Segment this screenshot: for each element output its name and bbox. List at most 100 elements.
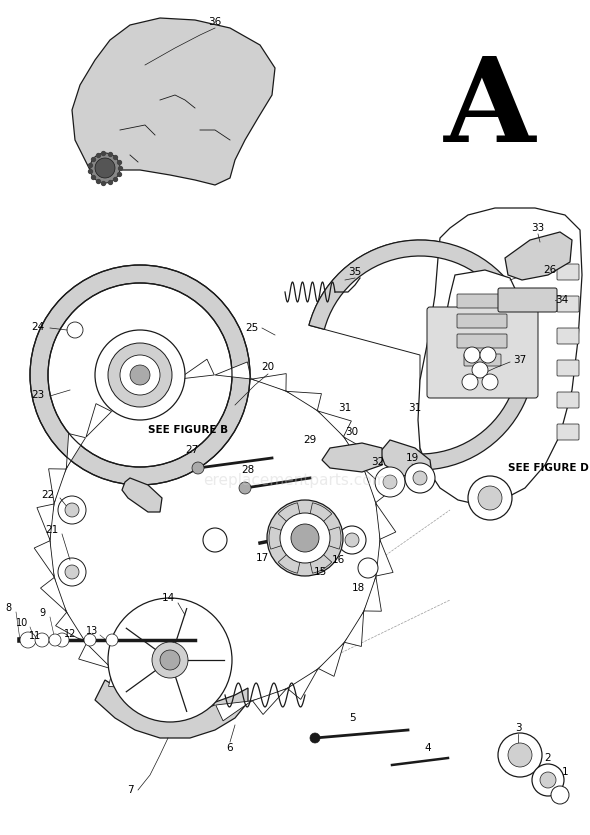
Text: 28: 28 <box>241 465 255 475</box>
Circle shape <box>532 764 564 796</box>
Point <box>88 153 97 166</box>
Circle shape <box>106 634 118 646</box>
Circle shape <box>478 486 502 510</box>
Polygon shape <box>37 504 54 540</box>
Text: 30: 30 <box>345 427 359 437</box>
Text: 32: 32 <box>371 457 385 467</box>
FancyBboxPatch shape <box>557 264 579 280</box>
Wedge shape <box>278 538 305 573</box>
Polygon shape <box>344 438 375 468</box>
Text: 16: 16 <box>332 555 345 565</box>
Text: 15: 15 <box>313 567 327 577</box>
Point <box>99 176 108 190</box>
Polygon shape <box>143 366 178 392</box>
Text: 36: 36 <box>208 17 222 27</box>
Circle shape <box>90 153 120 183</box>
FancyBboxPatch shape <box>557 424 579 440</box>
Circle shape <box>65 565 79 579</box>
Polygon shape <box>364 577 381 611</box>
Circle shape <box>383 475 397 489</box>
Circle shape <box>49 634 61 646</box>
Point <box>105 175 114 189</box>
Circle shape <box>20 632 36 648</box>
Wedge shape <box>309 240 535 470</box>
Text: ereplacementparts.com: ereplacementparts.com <box>203 473 387 488</box>
Polygon shape <box>253 689 287 715</box>
Polygon shape <box>418 208 582 505</box>
Circle shape <box>95 158 115 178</box>
Text: 23: 23 <box>31 390 45 400</box>
Circle shape <box>130 365 150 385</box>
Point <box>114 168 123 181</box>
Polygon shape <box>319 643 344 676</box>
Circle shape <box>338 526 366 554</box>
Polygon shape <box>376 540 393 576</box>
Point <box>110 150 120 164</box>
Text: 11: 11 <box>29 631 41 641</box>
Circle shape <box>498 733 542 777</box>
Polygon shape <box>34 541 54 577</box>
Circle shape <box>239 482 251 494</box>
FancyBboxPatch shape <box>557 296 579 312</box>
Text: SEE FIGURE D: SEE FIGURE D <box>507 463 588 473</box>
Text: 5: 5 <box>349 713 355 723</box>
FancyBboxPatch shape <box>557 392 579 408</box>
Point <box>93 175 102 188</box>
Polygon shape <box>216 701 252 721</box>
Circle shape <box>405 463 435 493</box>
Wedge shape <box>309 240 535 470</box>
Polygon shape <box>318 411 352 437</box>
Polygon shape <box>215 362 251 379</box>
Point <box>99 146 108 159</box>
Text: o: o <box>215 531 225 549</box>
Text: 7: 7 <box>127 785 133 795</box>
Circle shape <box>462 374 478 390</box>
Circle shape <box>310 733 320 743</box>
Polygon shape <box>95 680 248 738</box>
Circle shape <box>203 528 227 552</box>
Text: 3: 3 <box>514 723 522 733</box>
Polygon shape <box>109 670 143 689</box>
Point <box>93 149 102 162</box>
Point <box>86 158 95 171</box>
Text: 2: 2 <box>545 753 551 763</box>
Circle shape <box>65 503 79 517</box>
FancyBboxPatch shape <box>427 307 538 398</box>
Circle shape <box>95 330 185 420</box>
Circle shape <box>280 513 330 563</box>
Circle shape <box>67 322 83 338</box>
Circle shape <box>375 467 405 497</box>
Polygon shape <box>179 701 215 718</box>
Text: 22: 22 <box>41 490 55 500</box>
Circle shape <box>35 633 49 647</box>
Circle shape <box>480 347 496 363</box>
Text: 20: 20 <box>261 362 274 372</box>
Text: 10: 10 <box>16 618 28 628</box>
Point <box>86 164 95 178</box>
Polygon shape <box>72 18 275 185</box>
Text: 8: 8 <box>5 603 11 613</box>
Circle shape <box>55 633 69 647</box>
Circle shape <box>152 642 188 678</box>
Circle shape <box>291 524 319 552</box>
Wedge shape <box>269 527 305 549</box>
Circle shape <box>345 533 359 547</box>
Wedge shape <box>30 265 250 485</box>
FancyBboxPatch shape <box>457 294 507 308</box>
Circle shape <box>358 558 378 578</box>
Wedge shape <box>305 538 332 573</box>
Wedge shape <box>305 527 341 549</box>
Text: 21: 21 <box>45 525 58 535</box>
Polygon shape <box>380 440 432 478</box>
Polygon shape <box>322 443 382 472</box>
Text: 12: 12 <box>64 629 76 639</box>
Point <box>110 173 120 186</box>
Text: 35: 35 <box>348 267 362 277</box>
Text: 34: 34 <box>555 295 569 305</box>
Text: 24: 24 <box>31 322 45 332</box>
Text: 6: 6 <box>227 743 233 753</box>
Circle shape <box>508 743 532 767</box>
Circle shape <box>120 355 160 395</box>
Wedge shape <box>50 285 230 465</box>
Point <box>105 147 114 160</box>
